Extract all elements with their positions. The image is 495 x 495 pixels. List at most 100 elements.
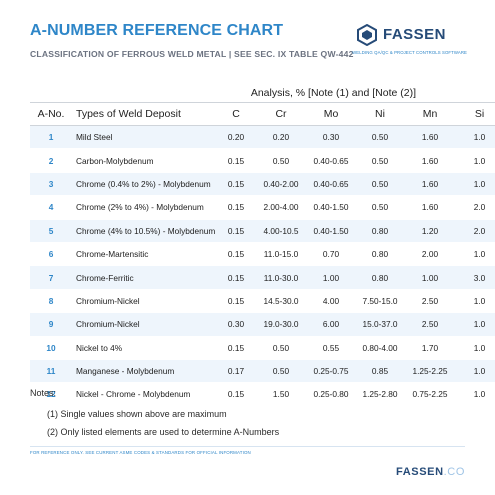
cell-cr: 11.0-15.0: [256, 242, 306, 267]
footer-brand: FASSEN.CO: [396, 466, 465, 478]
table-row: 8 Chromium-Nickel 0.15 14.5-30.0 4.00 7.50-15…: [30, 289, 495, 314]
col-header-type: Types of Weld Deposit: [72, 102, 216, 126]
footer-brand-suffix: .CO: [443, 466, 465, 478]
cell-type: Nickel - Chrome - Molybdenum: [72, 382, 216, 407]
cell-type: Chrome-Martensitic: [72, 242, 216, 267]
footer-disclaimer: FOR REFERENCE ONLY. SEE CURRENT ASME COD…: [30, 450, 251, 455]
cell-c: 0.15: [216, 265, 256, 290]
cell-ni: 0.80-4.00: [356, 336, 404, 360]
page-subtitle: CLASSIFICATION OF FERROUS WELD METAL | S…: [30, 49, 354, 59]
col-header-ni: Ni: [356, 102, 404, 126]
cell-c: 0.15: [216, 289, 256, 314]
cell-a-no: 12: [30, 382, 72, 407]
cell-a-no: 1: [30, 125, 72, 150]
cell-c: 0.15: [216, 148, 256, 173]
cell-ni: 15.0-37.0: [356, 312, 404, 337]
cell-cr: 0.50: [256, 359, 306, 384]
cell-cr: 0.50: [256, 336, 306, 360]
cell-si: 1.0: [456, 172, 495, 197]
footer-brand-name: FASSEN: [396, 466, 444, 478]
cell-type: Nickel to 4%: [72, 336, 216, 360]
cell-ni: 7.50-15.0: [356, 289, 404, 314]
cell-si: 1.0: [456, 289, 495, 314]
cell-type: Chrome (2% to 4%) - Molybdenum: [72, 195, 216, 220]
cell-cr: 11.0-30.0: [256, 265, 306, 290]
table-row: 3 Chrome (0.4% to 2%) - Molybdenum 0.15 0.4…: [30, 172, 495, 197]
analysis-header: Analysis, % [Note (1) and [Note (2)]: [250, 87, 416, 99]
cell-mn: 1.60: [404, 125, 456, 150]
cell-mn: 2.50: [404, 289, 456, 314]
col-header-mo: Mo: [306, 102, 356, 126]
cell-mo: 4.00: [306, 289, 356, 314]
cell-a-no: 9: [30, 312, 72, 337]
cell-ni: 0.80: [356, 219, 404, 243]
note-2: (2) Only listed elements are used to det…: [47, 427, 280, 437]
cell-type: Carbon-Molybdenum: [72, 148, 216, 173]
cell-si: 2.0: [456, 219, 495, 243]
cell-mn: 2.00: [404, 242, 456, 267]
cell-type: Mild Steel: [72, 125, 216, 150]
cell-a-no: 11: [30, 359, 72, 384]
cell-mo: 0.25-0.75: [306, 359, 356, 384]
cell-type: Chrome-Ferritic: [72, 265, 216, 290]
cell-c: 0.17: [216, 359, 256, 384]
cell-mn: 2.50: [404, 312, 456, 337]
notes-title: Notes:: [30, 388, 57, 398]
cell-mn: 0.75-2.25: [404, 382, 456, 407]
cell-mo: 0.40-0.65: [306, 148, 356, 173]
cell-mo: 0.40-0.65: [306, 172, 356, 197]
cell-type: Chromium-Nickel: [72, 289, 216, 314]
cell-c: 0.15: [216, 382, 256, 407]
cell-a-no: 2: [30, 148, 72, 173]
col-header-cr: Cr: [256, 102, 306, 126]
cell-ni: 0.50: [356, 172, 404, 197]
table-row: 11 Manganese - Molybdenum 0.17 0.50 0.25-0.7…: [30, 359, 495, 384]
cell-a-no: 8: [30, 289, 72, 314]
fassen-logo: FASSEN WELDING QA/QC & PROJECT CONTROLS …: [352, 24, 467, 64]
cell-si: 1.0: [456, 242, 495, 267]
cell-mo: 1.00: [306, 265, 356, 290]
cell-si: 1.0: [456, 125, 495, 150]
col-header-a-no: A-No.: [30, 102, 72, 126]
table-row: 7 Chrome-Ferritic 0.15 11.0-30.0 1.00 0.80 1.0…: [30, 265, 495, 290]
notes: Notes: (1) Single values shown above are…: [30, 388, 279, 445]
page-title: A-NUMBER REFERENCE CHART: [30, 22, 284, 39]
cell-cr: 19.0-30.0: [256, 312, 306, 337]
note-1: (1) Single values shown above are maximu…: [47, 409, 227, 419]
cell-mn: 1.25-2.25: [404, 359, 456, 384]
cell-mo: 0.30: [306, 125, 356, 150]
header: A-NUMBER REFERENCE CHART CLASSIFICATION …: [30, 22, 467, 66]
cell-ni: 0.50: [356, 195, 404, 220]
cell-a-no: 3: [30, 172, 72, 197]
table-row: 9 Chromium-Nickel 0.30 19.0-30.0 6.00 15.0-37…: [30, 312, 495, 337]
cell-si: 1.0: [456, 382, 495, 407]
cell-cr: 0.20: [256, 125, 306, 150]
cell-c: 0.15: [216, 242, 256, 267]
table-row: 5 Chrome (4% to 10.5%) - Molybdenum 0.15 4.…: [30, 219, 495, 243]
cell-a-no: 6: [30, 242, 72, 267]
cell-mo: 0.25-0.80: [306, 382, 356, 407]
cell-mn: 1.60: [404, 172, 456, 197]
cell-mo: 0.55: [306, 336, 356, 360]
col-header-mn: Mn: [404, 102, 456, 126]
cell-ni: 0.50: [356, 148, 404, 173]
cell-ni: 1.25-2.80: [356, 382, 404, 407]
cell-mn: 1.60: [404, 195, 456, 220]
cell-c: 0.15: [216, 219, 256, 243]
col-header-si: Si: [456, 102, 495, 126]
cell-mn: 1.60: [404, 148, 456, 173]
a-number-table-section: Analysis, % [Note (1) and [Note (2)] A-N…: [30, 84, 495, 407]
cell-si: 2.0: [456, 195, 495, 220]
cell-si: 1.0: [456, 359, 495, 384]
cell-si: 1.0: [456, 336, 495, 360]
cell-ni: 0.85: [356, 359, 404, 384]
cell-mn: 1.70: [404, 336, 456, 360]
cell-cr: 0.50: [256, 148, 306, 173]
table-row: 6 Chrome-Martensitic 0.15 11.0-15.0 0.70 0.80…: [30, 242, 495, 267]
table-header-row: A-No. Types of Weld Deposit C Cr Mo Ni M…: [30, 102, 495, 126]
cell-ni: 0.50: [356, 125, 404, 150]
cell-type: Chrome (4% to 10.5%) - Molybdenum: [72, 219, 216, 243]
cell-mn: 1.00: [404, 265, 456, 290]
table-body: 1 Mild Steel 0.20 0.20 0.30 0.50 1.60 1.0 2 Carbo…: [30, 125, 495, 407]
cell-cr: 4.00-10.5: [256, 219, 306, 243]
